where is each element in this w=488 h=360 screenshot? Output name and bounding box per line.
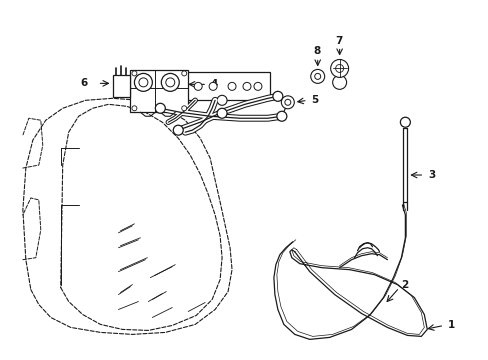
Circle shape: [272, 91, 282, 101]
Circle shape: [182, 71, 186, 76]
FancyBboxPatch shape: [112, 75, 130, 97]
Text: 8: 8: [313, 46, 320, 57]
Circle shape: [209, 82, 217, 90]
Circle shape: [285, 99, 290, 105]
Circle shape: [281, 96, 294, 109]
Text: 6: 6: [81, 78, 88, 88]
Circle shape: [217, 108, 226, 118]
Circle shape: [330, 59, 348, 77]
Circle shape: [165, 78, 174, 87]
Circle shape: [310, 69, 324, 84]
Circle shape: [217, 95, 226, 105]
FancyBboxPatch shape: [185, 72, 269, 100]
Circle shape: [253, 82, 262, 90]
Text: 3: 3: [427, 170, 435, 180]
FancyBboxPatch shape: [130, 71, 188, 112]
Circle shape: [243, 82, 250, 90]
Text: 7: 7: [335, 36, 342, 46]
Circle shape: [155, 103, 165, 113]
Circle shape: [194, 82, 202, 90]
Circle shape: [332, 75, 346, 89]
Circle shape: [132, 71, 137, 76]
Text: 4: 4: [210, 79, 217, 89]
Circle shape: [173, 125, 183, 135]
Circle shape: [161, 73, 179, 91]
Text: 2: 2: [401, 280, 408, 289]
Circle shape: [335, 64, 343, 72]
Circle shape: [227, 82, 236, 90]
Circle shape: [139, 78, 147, 87]
Text: 1: 1: [447, 320, 454, 330]
Circle shape: [314, 73, 320, 80]
Circle shape: [182, 106, 186, 111]
Circle shape: [132, 106, 137, 111]
Circle shape: [276, 111, 286, 121]
Text: 5: 5: [310, 95, 317, 105]
Circle shape: [134, 73, 152, 91]
